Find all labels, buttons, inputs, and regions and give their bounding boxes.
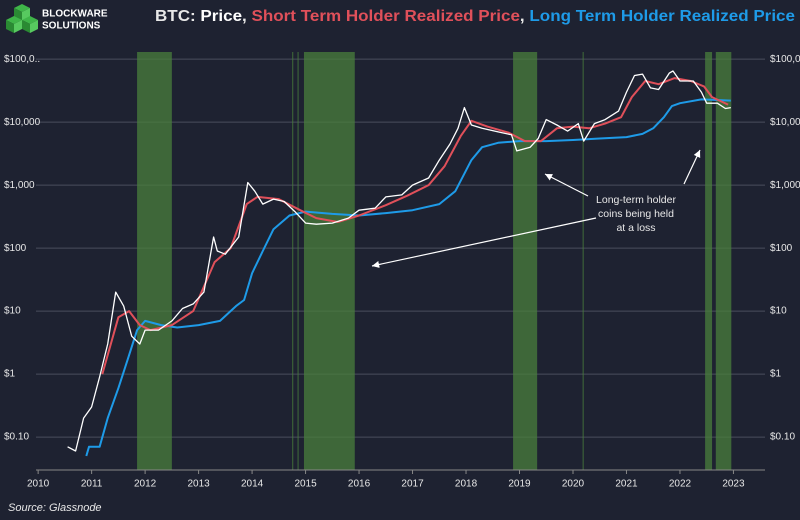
x-tick-label: 2012 bbox=[134, 479, 157, 490]
shaded-region bbox=[513, 52, 538, 470]
y-tick-label: $100 bbox=[4, 243, 27, 254]
logo-text: SOLUTIONS bbox=[42, 21, 101, 32]
y2-tick-label: $10,000 bbox=[770, 117, 800, 128]
annotation-text: at a loss bbox=[616, 222, 655, 234]
y-tick-label: $1 bbox=[4, 369, 16, 380]
y-tick-label: $10 bbox=[4, 306, 21, 317]
annotation-text: coins being held bbox=[598, 208, 674, 220]
title-part: Short Term Holder Realized Price bbox=[252, 8, 521, 25]
logo-text: BLOCKWARE bbox=[42, 9, 108, 20]
title-part: Price bbox=[200, 8, 242, 25]
x-tick-label: 2011 bbox=[81, 479, 103, 490]
shaded-region bbox=[137, 52, 172, 470]
shaded-region bbox=[582, 52, 584, 470]
logo: BLOCKWARE SOLUTIONS bbox=[6, 4, 108, 33]
x-tick-label: 2022 bbox=[669, 479, 692, 490]
shaded-region bbox=[715, 52, 732, 470]
y-tick-label: $10,000 bbox=[4, 117, 41, 128]
shaded-region bbox=[705, 52, 713, 470]
y2-tick-label: $1 bbox=[770, 369, 782, 380]
y2-tick-label: $100 bbox=[770, 243, 793, 254]
title-part: , bbox=[242, 8, 251, 25]
arrow bbox=[683, 149, 701, 185]
x-tick-label: 2017 bbox=[401, 479, 424, 490]
arrow bbox=[371, 217, 597, 269]
y-tick-label: $100,0.. bbox=[4, 54, 40, 65]
source: Source: Glassnode bbox=[8, 502, 102, 514]
x-tick-label: 2015 bbox=[294, 479, 317, 490]
x-tick-label: 2021 bbox=[615, 479, 638, 490]
x-tick-label: 2018 bbox=[455, 479, 478, 490]
title-part: , bbox=[520, 8, 529, 25]
y-tick-label: $1,000 bbox=[4, 180, 35, 191]
arrow bbox=[544, 173, 589, 197]
x-tick-label: 2010 bbox=[27, 479, 50, 490]
title-part: Long Term Holder Realized Price bbox=[529, 8, 795, 25]
x-tick-label: 2013 bbox=[187, 479, 210, 490]
shaded-region bbox=[303, 52, 355, 470]
y2-tick-label: $0.10 bbox=[770, 432, 795, 443]
annotation-text: Long-term holder bbox=[596, 194, 676, 206]
x-tick-label: 2020 bbox=[562, 479, 585, 490]
y-tick-label: $0.10 bbox=[4, 432, 29, 443]
shaded-region bbox=[292, 52, 294, 470]
shaded-region bbox=[297, 52, 299, 470]
series-line bbox=[67, 70, 731, 452]
series-line bbox=[85, 98, 731, 457]
series-line bbox=[101, 77, 729, 375]
x-tick-label: 2014 bbox=[241, 479, 264, 490]
y2-tick-label: $10 bbox=[770, 306, 787, 317]
x-tick-label: 2023 bbox=[722, 479, 745, 490]
plot: $0.10 $0.10 $1 $1 $10 $10 $100 $100 $1,000 $1,000… bbox=[4, 52, 800, 490]
annotation: Long-term holder coins being held at a l… bbox=[371, 149, 701, 269]
x-tick-label: 2019 bbox=[508, 479, 531, 490]
chart-title: BTC: Price, Short Term Holder Realized P… bbox=[155, 8, 795, 25]
title-part: BTC: bbox=[155, 8, 200, 25]
x-tick-label: 2016 bbox=[348, 479, 371, 490]
y2-tick-label: $1,000 bbox=[770, 180, 800, 191]
y2-tick-label: $100,0.. bbox=[770, 54, 800, 65]
